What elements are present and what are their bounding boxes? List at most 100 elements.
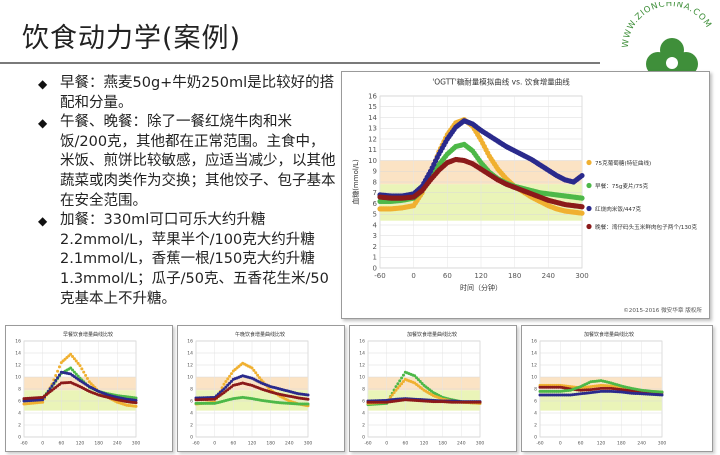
y-tick-label: 16 [368,92,377,100]
x-tick-label: 180 [94,441,103,447]
slide-title: 饮食动力学(案例) [22,23,242,54]
x-tick-label: 60 [578,441,584,447]
y-tick-label: 8 [362,387,365,393]
diamond-bullet-icon: ◆ [38,116,48,131]
chart-title: 加餐饮食增量曲线比较 [407,331,457,338]
ogtt-comparison-chart: 'OGTT'糖耐量模拟曲线 vs. 饮食增量曲线0123456789101112… [351,77,702,315]
x-tick-label: 60 [443,272,452,280]
data-point [54,378,58,382]
x-tick-label: 60 [230,441,236,447]
x-tick-label: 0 [213,441,216,447]
data-point [250,366,254,370]
y-tick-label: 4 [373,221,378,229]
x-tick-label: -60 [536,441,543,447]
data-point [306,397,310,401]
y-tick-label: 10 [15,375,21,381]
y-tick-label: 6 [362,399,365,405]
data-point [256,373,260,377]
y-tick-label: 6 [190,399,193,405]
x-tick-label: 60 [402,441,408,447]
y-tick-label: 4 [190,411,193,417]
legend-label: 早餐：75g麦片/75克 [595,182,649,190]
y-tick-label: 12 [187,363,193,369]
data-point [400,382,404,386]
series-3 [22,380,138,405]
y-tick-label: 4 [18,411,21,417]
chart-title: 加餐饮食增量曲线比较 [584,331,634,338]
legend-label: 晚餐：湾仔码头玉米鲜肉包子两个/130克 [595,223,697,231]
x-tick-label: 120 [474,272,487,280]
chart-title: 早餐饮食增量曲线比较 [63,331,113,338]
data-point [91,384,95,388]
x-tick-label: 300 [132,441,141,447]
data-point [222,387,226,391]
data-point [41,400,45,404]
y-tick-label: 2 [373,243,377,251]
data-point [74,359,78,363]
data-point [82,370,86,374]
data-point [78,364,82,368]
y-tick-label: 0 [362,435,365,441]
data-point [398,379,402,383]
data-point [416,378,420,382]
y-tick-label: 12 [15,363,21,369]
x-tick-label: 60 [58,441,64,447]
data-point [259,378,263,382]
data-point [392,391,396,395]
data-point [254,371,258,375]
data-point [415,376,419,380]
x-tick-label: -60 [364,441,371,447]
x-tick-label: 240 [637,441,646,447]
data-point [660,390,664,394]
y-tick-label: 5 [373,211,377,219]
data-point [134,398,138,402]
data-point [228,381,232,385]
data-point [87,380,91,384]
x-tick-label: 240 [542,272,555,280]
data-point [229,379,233,383]
data-point [56,376,60,380]
legend-marker [586,159,592,166]
x-tick-label: 180 [266,441,275,447]
data-point [69,366,73,370]
data-point [396,386,400,390]
y-tick-label: 12 [368,135,377,143]
y-tick-label: 0 [18,435,21,441]
y-tick-label: 14 [359,351,365,357]
y-tick-label: 12 [531,363,537,369]
bullet-text: 午餐、晚餐：除了一餐红烧牛肉和米饭/200克，其他都在正常范围。主食中，米饭、煎… [60,114,336,209]
diamond-bullet-icon: ◆ [38,214,48,229]
data-point [80,367,84,371]
x-tick-label: 300 [476,441,485,447]
bullet-item: ◆ 午餐、晚餐：除了一餐红烧牛肉和米饭/200克，其他都在正常范围。主食中，米饭、… [36,113,336,211]
y-tick-label: 0 [534,435,537,441]
series-3 [538,389,664,397]
y-tick-label: 15 [368,103,377,111]
data-point [76,374,80,378]
x-tick-label: 0 [385,441,388,447]
mini-chart-frame: 早餐饮食增量曲线比较 0 2 4 6 8 10 12 14 16 -60 0 60 120 180 240 30… [5,325,173,452]
bullet-item: ◆ 早餐：燕麦50g+牛奶250ml是比较好的搭配和分量。 [36,74,336,113]
y-tick-label: 6 [534,399,537,405]
y-tick-label: 0 [190,435,193,441]
mini-chart-frame: 加餐饮食增量曲线比较 0 2 4 6 8 10 12 14 16 -60 0 60 120 180 240 30… [349,325,517,452]
data-point [52,381,56,385]
y-tick-label: 2 [190,423,193,429]
data-point [401,373,405,377]
data-point [257,376,261,380]
y-tick-label: 8 [18,387,21,393]
legend-marker [586,182,592,189]
y-tick-label: 8 [373,178,377,186]
data-point [56,369,60,373]
data-point [401,380,405,384]
x-tick-label: 240 [457,441,466,447]
chart-footer: ©2015-2016 微安华章 版权所 [623,306,702,314]
data-point [398,384,402,388]
y-tick-label: 8 [190,387,193,393]
mini-chart-frame: 午晚饮食增量曲线比较 0 2 4 6 8 10 12 14 16 -60 0 60 120 180 240 30… [177,325,345,452]
data-point [579,195,585,201]
